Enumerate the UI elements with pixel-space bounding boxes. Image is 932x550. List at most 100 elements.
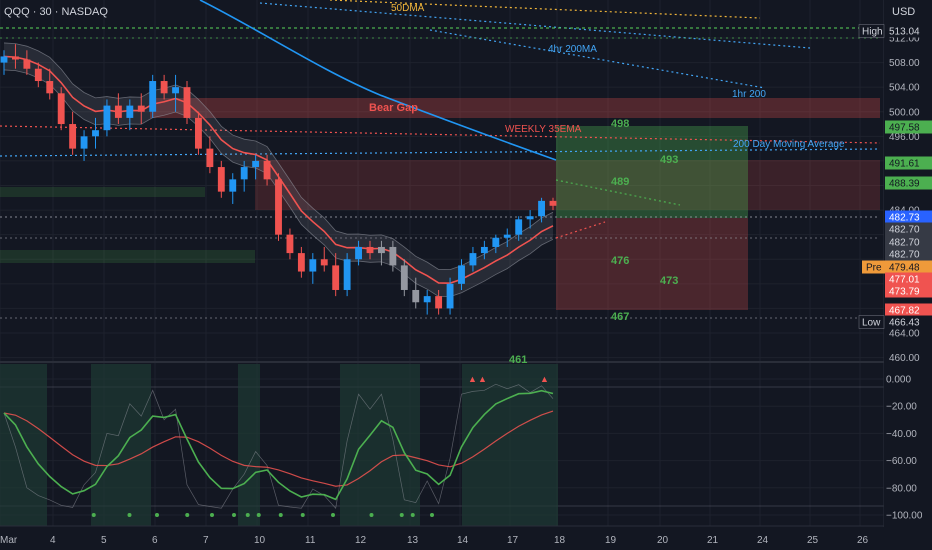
200-day-ma-label: 200 Day Moving Average — [733, 139, 845, 150]
osc-signal-dot — [399, 513, 404, 517]
candle — [12, 44, 19, 69]
candle — [378, 240, 385, 266]
candle — [137, 93, 145, 125]
candle — [46, 68, 54, 100]
candle — [80, 130, 88, 161]
price-tick: 464.00 — [889, 329, 920, 340]
long-target-zone — [556, 126, 748, 218]
oscillator: ▲ ▲ ▲ — [3, 374, 554, 517]
weekly-35ema-label: WEEKLY 35EMA — [505, 124, 582, 135]
osc-signal-dot — [210, 513, 214, 517]
time-tick: 20 — [657, 535, 669, 546]
candle — [240, 160, 248, 192]
price-badge-grey-2: 482.70 — [885, 235, 932, 249]
price-tick: 460.00 — [889, 353, 920, 364]
svg-text:488.39: 488.39 — [889, 179, 920, 190]
price-badge-green-3: 488.39 — [885, 176, 932, 190]
level-489: 489 — [611, 176, 629, 188]
level-476: 476 — [611, 255, 629, 267]
time-tick: 21 — [707, 535, 719, 546]
candle — [458, 259, 465, 290]
level-493: 493 — [660, 154, 678, 166]
price-badge-green-2: 491.61 — [885, 156, 932, 170]
price-tick: 496.00 — [889, 132, 920, 143]
candle — [526, 210, 534, 229]
time-tick: 11 — [305, 535, 316, 546]
price-badge-Low: 466.43 Low — [858, 315, 932, 329]
osc-signal-dot — [300, 513, 305, 517]
candle — [480, 240, 488, 260]
candle — [446, 277, 454, 315]
candle — [57, 87, 65, 131]
price-tick: 504.00 — [889, 83, 920, 94]
oscillator-zones — [0, 364, 558, 526]
50dma-label: 50DMA — [391, 3, 425, 14]
candle — [389, 240, 397, 272]
currency-label[interactable]: USD — [892, 6, 915, 18]
time-tick: Mar — [0, 535, 18, 546]
candle — [114, 93, 122, 125]
svg-text:482.70: 482.70 — [889, 250, 920, 261]
time-tick: 18 — [554, 535, 566, 546]
osc-signal-line — [3, 410, 554, 487]
svg-text:482.70: 482.70 — [889, 238, 920, 249]
price-tick: 508.00 — [889, 58, 920, 69]
price-badge-High: 513.04 High — [858, 24, 932, 38]
candle — [103, 99, 111, 137]
price-badge-tag: High — [862, 27, 883, 38]
candle — [34, 62, 42, 88]
bear-gap-label: Bear Gap — [369, 102, 418, 114]
200-day-ma-line — [0, 148, 881, 157]
price-badge-blue-last: 482.73 — [885, 210, 932, 224]
svg-text:497.58: 497.58 — [889, 123, 920, 134]
level-473: 473 — [660, 275, 678, 287]
candle — [366, 240, 374, 260]
osc-signal-dot — [245, 513, 250, 517]
osc-signal-dot — [232, 513, 236, 517]
svg-text:482.73: 482.73 — [889, 213, 920, 224]
50dma-line — [329, 0, 761, 19]
price-badge-grey-3: 482.70 — [885, 247, 932, 261]
moving-average-curve — [199, 0, 557, 161]
time-tick: 19 — [605, 535, 617, 546]
price-badge-tag: Pre — [866, 263, 882, 274]
candle — [320, 246, 328, 272]
osc-tick: −40.00 — [886, 429, 917, 440]
candle — [515, 216, 523, 241]
candle — [92, 117, 99, 149]
candle — [252, 154, 260, 180]
annotations: QQQ · 30 · NASDAQ 50DMA 4hr 200MA 1hr 20… — [4, 3, 845, 366]
osc-top-marker: ▲ — [478, 374, 487, 384]
price-badge-red-1: 477.01 — [885, 272, 932, 286]
candle — [309, 253, 317, 284]
time-tick: 5 — [101, 535, 107, 546]
grid — [0, 0, 884, 526]
candle — [217, 160, 225, 198]
osc-tick: 0.000 — [886, 375, 911, 386]
time-axis[interactable]: Mar 4 5 6 7 10 11 12 13 14 17 18 19 20 21 24 25 26 — [0, 527, 884, 550]
indicator-lines — [0, 0, 881, 319]
4hr-200ma-line — [259, 2, 811, 49]
price-badge-tag: Low — [862, 318, 881, 329]
price-badge-red-2: 473.79 — [885, 284, 932, 298]
chart-title: QQQ · 30 · NASDAQ — [4, 6, 108, 18]
time-tick: 17 — [507, 535, 519, 546]
candle — [0, 50, 8, 75]
candle — [195, 111, 202, 155]
candle — [263, 154, 271, 186]
candle — [126, 99, 134, 131]
time-tick: 14 — [457, 535, 469, 546]
osc-signal-dot — [185, 513, 190, 517]
candle — [549, 197, 557, 211]
candle — [229, 173, 237, 204]
long-stop-zone — [556, 218, 748, 310]
candle — [332, 253, 340, 297]
level-498: 498 — [611, 118, 629, 130]
price-tick: 500.00 — [889, 107, 920, 118]
price-axis[interactable]: USD 460.00464.00468.00472.00476.00480.00… — [858, 0, 932, 550]
candle — [69, 111, 77, 155]
time-tick: 26 — [857, 535, 869, 546]
candle — [297, 246, 305, 278]
svg-text:513.04: 513.04 — [889, 27, 920, 38]
